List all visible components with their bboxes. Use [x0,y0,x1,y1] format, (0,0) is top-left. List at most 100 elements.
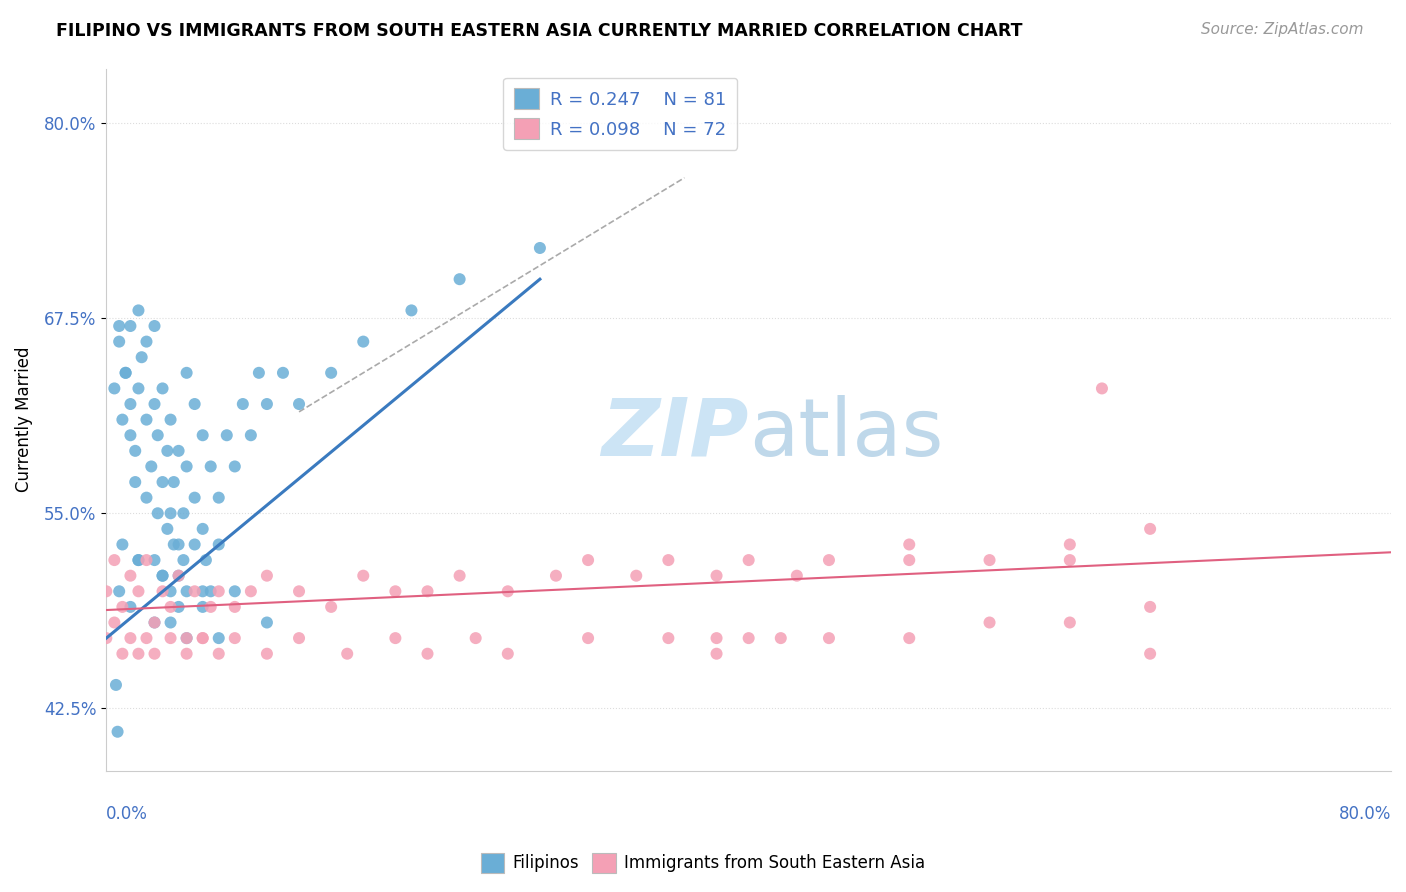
Point [159,631,181,645]
Point [152,568,174,582]
Point [103,381,125,395]
Point [163,537,186,551]
Point [224,631,246,645]
Point [111,647,134,661]
Point [176,647,198,661]
Point [120,397,142,411]
Text: ZIP: ZIP [602,394,748,473]
Point [336,647,359,661]
Point [239,428,262,442]
Text: 80.0%: 80.0% [1339,805,1391,823]
Point [416,647,439,661]
Point [191,584,214,599]
Point [256,615,278,630]
Point [224,459,246,474]
Point [172,553,194,567]
Point [1251,787,1274,801]
Text: 0.0%: 0.0% [107,805,148,823]
Point [200,584,222,599]
Point [114,366,136,380]
Point [127,553,149,567]
Point [120,318,142,333]
Point [143,647,166,661]
Point [135,491,157,505]
Point [1139,647,1161,661]
Point [208,537,231,551]
Point [401,303,423,318]
Point [576,553,599,567]
Point [416,584,439,599]
Point [167,568,190,582]
Point [256,397,278,411]
Point [576,631,599,645]
Point [1059,615,1081,630]
Point [191,599,214,614]
Point [141,459,163,474]
Point [247,366,270,380]
Point [191,522,214,536]
Point [159,584,181,599]
Point [737,553,759,567]
Point [464,631,486,645]
Point [183,584,205,599]
Point [127,303,149,318]
Point [352,334,374,349]
Point [288,397,311,411]
Point [120,599,142,614]
Point [135,553,157,567]
Point [135,412,157,426]
Point [152,584,174,599]
Point [1139,599,1161,614]
Point [208,647,231,661]
Point [143,397,166,411]
Point [208,584,231,599]
Point [146,428,169,442]
Point [544,568,567,582]
Point [496,584,519,599]
Text: FILIPINO VS IMMIGRANTS FROM SOUTH EASTERN ASIA CURRENTLY MARRIED CORRELATION CHA: FILIPINO VS IMMIGRANTS FROM SOUTH EASTER… [56,22,1022,40]
Point [183,537,205,551]
Point [111,412,134,426]
Point [120,568,142,582]
Point [156,443,179,458]
Point [124,443,146,458]
Point [107,724,129,739]
Text: Source: ZipAtlas.com: Source: ZipAtlas.com [1201,22,1364,37]
Point [626,568,648,582]
Point [706,568,728,582]
Point [208,631,231,645]
Point [159,615,181,630]
Point [706,631,728,645]
Point [176,459,198,474]
Point [200,599,222,614]
Point [159,506,181,520]
Text: atlas: atlas [748,394,943,473]
Point [737,631,759,645]
Point [1059,537,1081,551]
Point [1091,381,1114,395]
Point [167,568,190,582]
Point [152,475,174,489]
Point [769,631,792,645]
Point [172,506,194,520]
Point [657,553,679,567]
Point [127,584,149,599]
Point [152,381,174,395]
Point [127,553,149,567]
Point [111,599,134,614]
Point [321,366,343,380]
Point [143,553,166,567]
Point [163,475,186,489]
Point [176,631,198,645]
Point [156,522,179,536]
Point [120,631,142,645]
Legend: R = 0.247    N = 81, R = 0.098    N = 72: R = 0.247 N = 81, R = 0.098 N = 72 [503,78,737,150]
Point [898,631,921,645]
Point [176,584,198,599]
Point [239,584,262,599]
Point [818,631,841,645]
Point [143,615,166,630]
Point [384,631,406,645]
Point [111,537,134,551]
Point [114,366,136,380]
